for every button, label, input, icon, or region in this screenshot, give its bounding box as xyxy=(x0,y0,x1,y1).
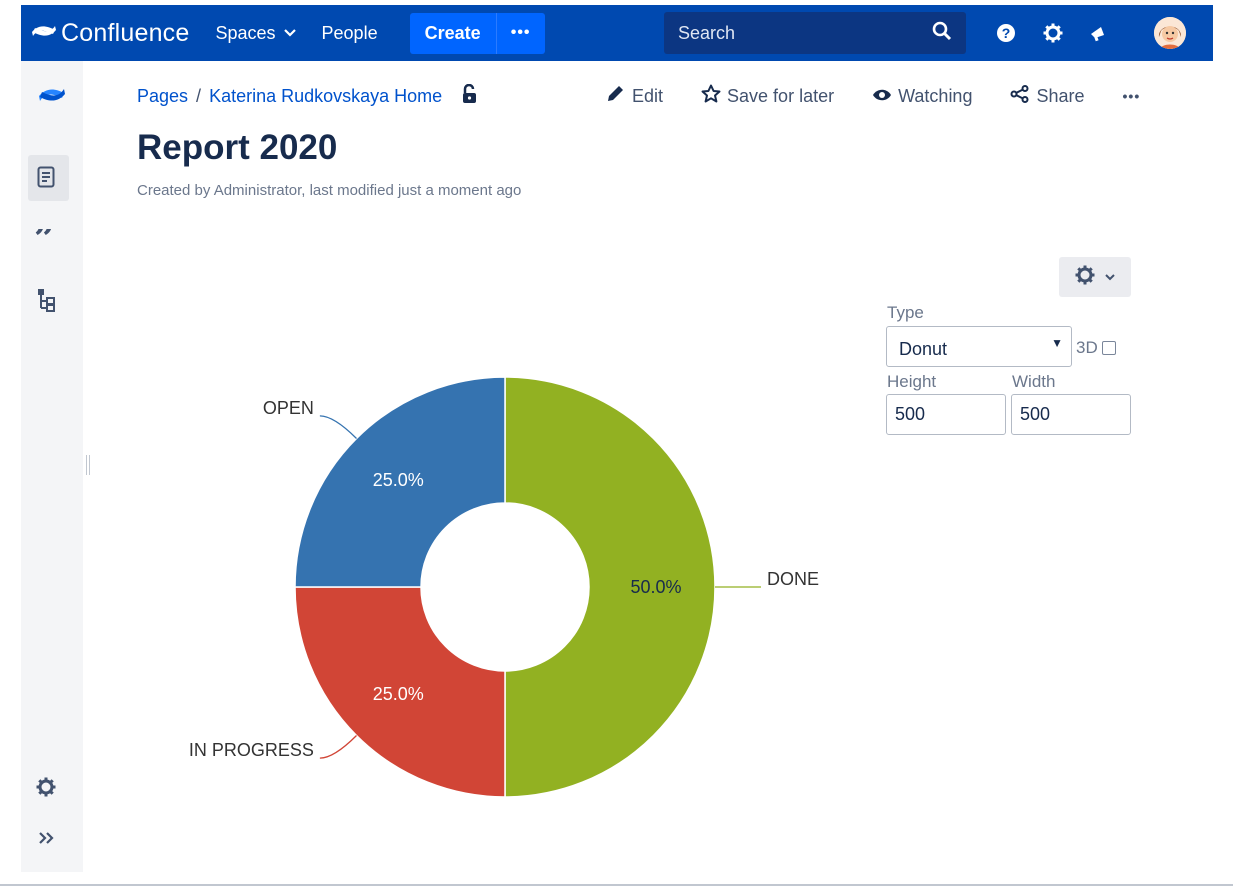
blog-quote-icon[interactable]: ” xyxy=(15,229,77,249)
slice-category-label: IN PROGRESS xyxy=(189,740,314,760)
breadcrumb-pages-link[interactable]: Pages xyxy=(137,86,189,106)
slice-category-label: DONE xyxy=(767,569,819,589)
watching-button[interactable]: Watching xyxy=(872,86,972,107)
pencil-icon xyxy=(606,85,632,108)
unlocked-restrictions-icon[interactable] xyxy=(460,83,478,109)
chart-type-select[interactable]: Donut ▼ xyxy=(886,326,1072,367)
chart-type-value: Donut xyxy=(899,339,948,359)
page-tree-icon[interactable] xyxy=(15,287,77,313)
slice-category-label: OPEN xyxy=(263,398,314,418)
height-input[interactable]: 500 xyxy=(886,394,1006,435)
confluence-logo[interactable]: Confluence xyxy=(31,5,189,61)
dropdown-arrow-icon: ▼ xyxy=(1051,336,1063,350)
share-button[interactable]: Share xyxy=(1010,84,1085,108)
three-d-checkbox[interactable] xyxy=(1101,341,1116,355)
width-input[interactable]: 500 xyxy=(1011,394,1131,435)
user-avatar[interactable] xyxy=(1154,17,1186,49)
chevron-down-icon xyxy=(283,26,296,40)
sidebar-resize-handle[interactable] xyxy=(86,455,90,475)
help-icon[interactable]: ? xyxy=(995,22,1017,44)
slice-value-label: 25.0% xyxy=(373,470,424,490)
space-settings-gear-icon[interactable] xyxy=(15,777,77,797)
chevron-down-icon xyxy=(1105,268,1115,286)
edit-button[interactable]: Edit xyxy=(606,85,663,108)
svg-text:?: ? xyxy=(1002,25,1011,41)
type-label: Type xyxy=(887,303,924,322)
three-d-option[interactable]: 3D xyxy=(1076,338,1116,358)
confluence-logo-icon xyxy=(31,20,57,47)
star-icon xyxy=(701,84,727,108)
top-navigation-bar: Confluence Spaces People Create ••• Sear… xyxy=(21,5,1213,61)
share-icon xyxy=(1010,84,1036,108)
expand-sidebar-icon[interactable] xyxy=(15,831,77,845)
breadcrumb: Pages / Katerina Rudkovskaya Home xyxy=(137,83,478,109)
notifications-megaphone-icon[interactable] xyxy=(1087,22,1109,44)
spaces-label: Spaces xyxy=(215,22,276,43)
brand-name: Confluence xyxy=(61,18,190,47)
label-leader-line xyxy=(319,415,357,439)
space-logo-icon[interactable] xyxy=(21,83,83,107)
search-icon xyxy=(932,21,952,46)
create-more-button[interactable]: ••• xyxy=(495,12,545,54)
share-label: Share xyxy=(1036,85,1085,106)
left-sidebar: ” xyxy=(21,61,83,872)
spaces-menu[interactable]: Spaces xyxy=(215,22,296,44)
breadcrumb-separator: / xyxy=(196,86,202,106)
width-label: Width xyxy=(1012,372,1056,391)
three-d-label: 3D xyxy=(1076,338,1098,357)
breadcrumb-home-link[interactable]: Katerina Rudkovskaya Home xyxy=(209,86,443,106)
donut-chart: 50.0% DONE 25.0% IN PROGRESS 25.0% OPEN xyxy=(189,376,819,798)
svg-text:”: ” xyxy=(34,229,55,249)
donut-slice-open[interactable] xyxy=(294,376,506,588)
slice-value-label: 50.0% xyxy=(630,577,681,597)
page-actions: Edit Save for later Watching Share ••• xyxy=(606,84,1140,108)
donut-slice-in-progress[interactable] xyxy=(294,586,506,798)
gear-icon xyxy=(1075,265,1095,290)
search-placeholder: Search xyxy=(678,22,736,43)
pages-icon[interactable] xyxy=(15,166,77,188)
settings-gear-icon[interactable] xyxy=(1042,22,1064,44)
save-for-later-button[interactable]: Save for later xyxy=(701,84,834,108)
more-actions-button[interactable]: ••• xyxy=(1122,88,1141,104)
label-leader-line xyxy=(319,735,357,759)
chart-settings-button[interactable] xyxy=(1059,257,1131,297)
eye-icon xyxy=(872,86,898,107)
page-byline: Created by Administrator, last modified … xyxy=(137,182,522,199)
edit-label: Edit xyxy=(632,85,664,106)
height-label: Height xyxy=(887,372,937,391)
slice-value-label: 25.0% xyxy=(373,684,424,704)
donut-slice-done[interactable] xyxy=(504,376,716,798)
people-link[interactable]: People xyxy=(321,22,378,43)
window-bottom-border xyxy=(0,884,1233,886)
create-button[interactable]: Create xyxy=(409,12,496,54)
watching-label: Watching xyxy=(898,85,973,106)
page-title: Report 2020 xyxy=(137,128,338,167)
search-input[interactable]: Search xyxy=(664,12,966,54)
save-for-later-label: Save for later xyxy=(727,85,835,106)
